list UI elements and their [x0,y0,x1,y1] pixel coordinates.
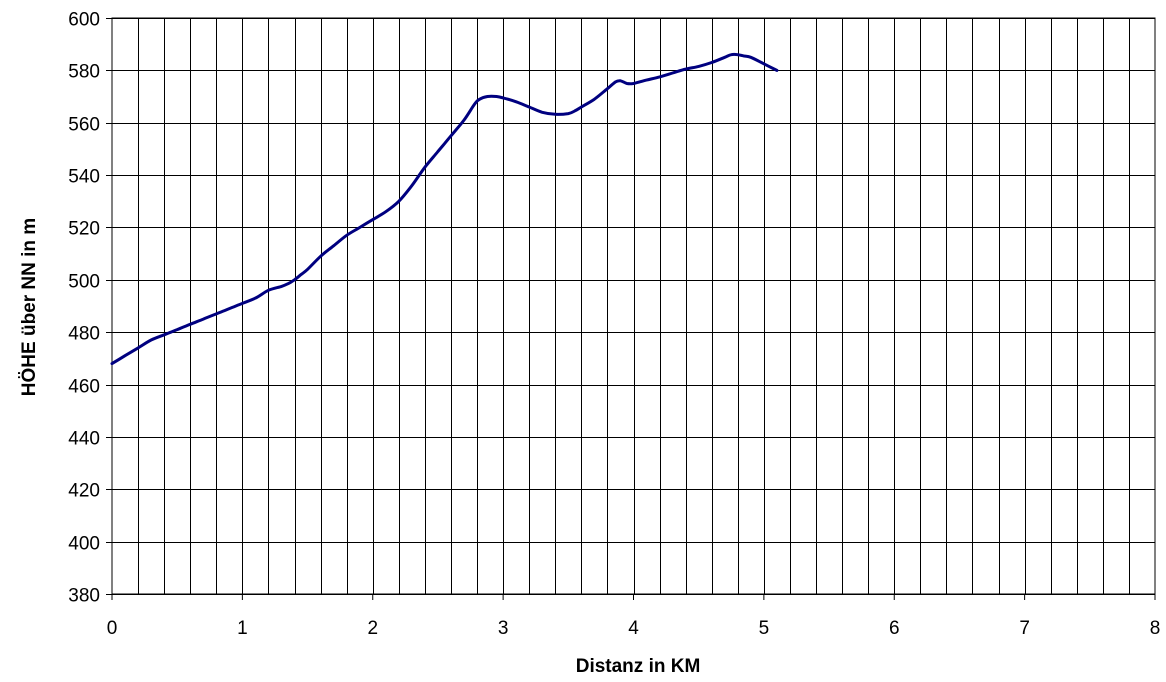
y-tick-label: 420 [68,481,100,502]
y-tick-label: 540 [68,167,100,188]
y-tick-label: 460 [68,377,100,398]
x-axis-title: Distanz in KM [576,656,701,677]
y-tick-label: 480 [68,324,100,345]
x-tick-label: 0 [107,618,118,639]
x-tick-label: 4 [628,618,639,639]
elevation-line [110,52,779,366]
x-tick-label: 8 [1150,618,1161,639]
y-tick-label: 500 [68,272,100,293]
y-axis-title: HÖHE über NN in m [19,218,40,396]
x-tick-label: 1 [237,618,248,639]
x-tick-label: 3 [498,618,509,639]
x-tick-label: 6 [889,618,900,639]
y-tick-label: 440 [68,429,100,450]
x-tick-label: 2 [367,618,378,639]
y-tick-label: 600 [68,10,100,31]
y-tick-label: 580 [68,62,100,83]
y-tick-label: 400 [68,534,100,555]
y-tick-label: 380 [68,586,100,607]
x-tick-label: 5 [759,618,770,639]
vertical-gridlines [138,18,1130,594]
y-tick-label: 560 [68,115,100,136]
horizontal-gridlines [106,18,1155,595]
y-axis-tick-labels: 380 400 420 440 460 480 500 520 540 560 580 600 [68,10,100,607]
y-tick-label: 520 [68,219,100,240]
x-tick-label: 7 [1019,618,1030,639]
x-axis-tick-labels: 0 1 2 3 4 5 6 7 8 [107,594,1161,639]
